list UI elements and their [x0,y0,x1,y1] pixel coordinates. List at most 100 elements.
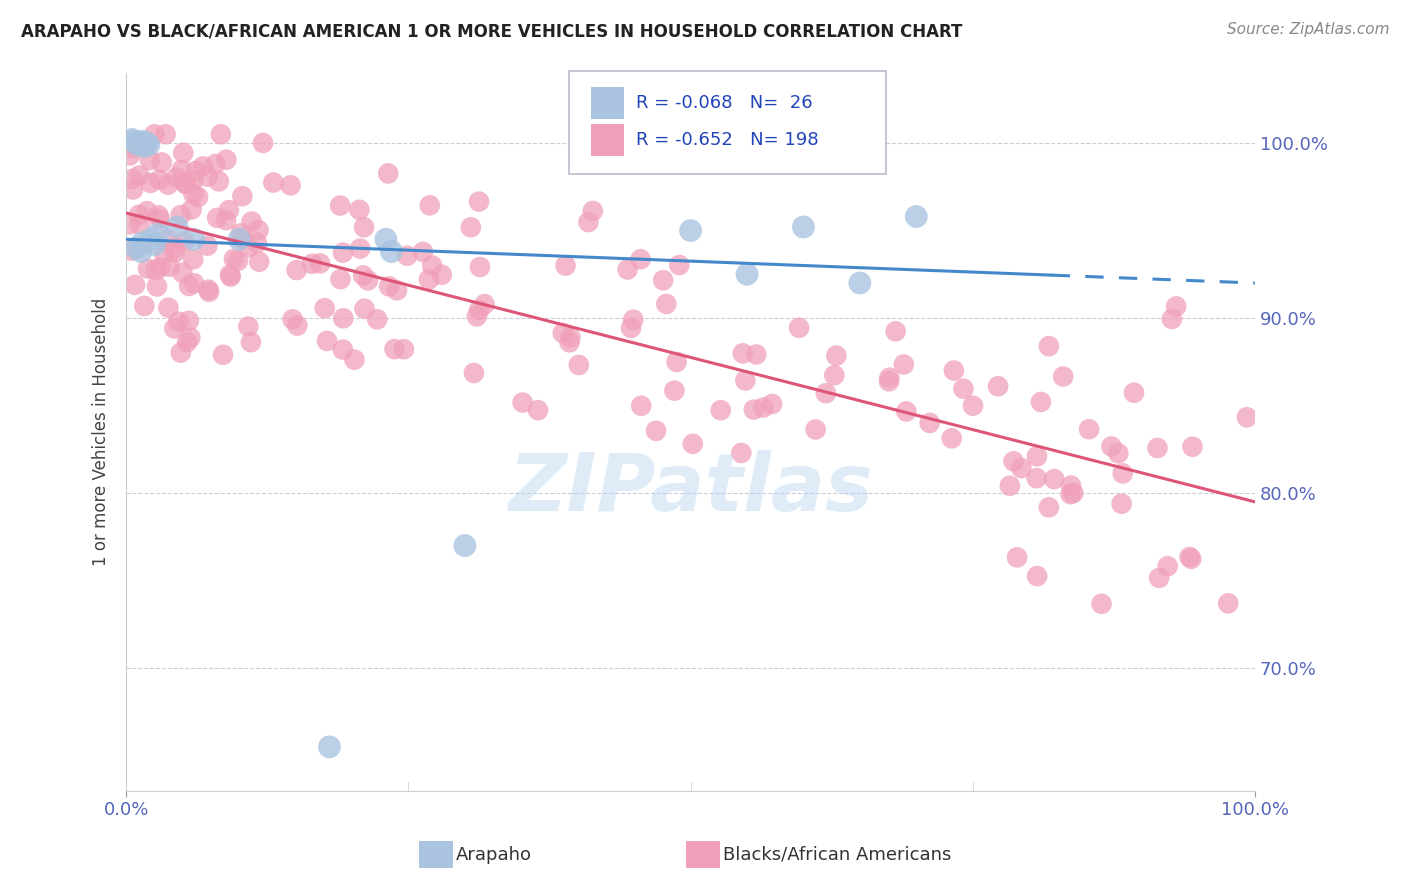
Point [942,363,965,377]
Point [374,232,396,246]
Point [474,297,496,311]
Point [219,269,242,284]
Point [664,384,686,398]
Point [1026,569,1049,583]
Point [124,134,146,148]
Point [157,178,180,192]
Point [1038,500,1060,515]
Point [468,302,491,317]
Point [247,223,270,237]
Point [893,358,915,372]
Point [668,258,690,272]
Point [176,178,198,192]
Point [212,348,235,362]
Point [145,263,167,277]
Point [430,268,453,282]
Text: ZIPatlas: ZIPatlas [508,450,873,528]
Point [1147,571,1170,585]
Point [219,268,242,282]
Point [745,347,768,361]
Point [285,318,308,333]
Point [218,203,240,218]
Point [879,370,901,384]
Point [621,312,644,326]
Point [512,395,534,409]
Point [814,386,837,401]
Point [181,173,204,187]
Point [332,245,354,260]
Point [118,148,141,162]
Point [1038,339,1060,353]
Point [385,283,408,297]
Point [138,137,160,152]
Text: Source: ZipAtlas.com: Source: ZipAtlas.com [1226,22,1389,37]
Point [136,261,159,276]
Point [1218,596,1240,610]
Point [149,172,172,186]
Point [146,279,169,293]
Point [1178,549,1201,564]
Point [135,136,157,150]
Point [896,404,918,418]
Text: R = -0.068   N=  26: R = -0.068 N= 26 [636,94,813,112]
Point [349,242,371,256]
Text: Blacks/African Americans: Blacks/African Americans [723,846,950,863]
Point [122,141,145,155]
Point [392,343,415,357]
Point [128,217,150,231]
Point [128,169,150,183]
Point [343,352,366,367]
Point [120,244,142,258]
Point [183,232,205,246]
Point [121,172,143,186]
Point [1078,422,1101,436]
Point [169,208,191,222]
Point [229,227,252,241]
Point [1111,467,1133,481]
Point [197,283,219,297]
Point [174,176,197,190]
Point [222,252,245,266]
Point [163,321,186,335]
Point [118,218,141,232]
Point [309,256,332,270]
Point [918,416,941,430]
Point [167,315,190,329]
Point [465,310,488,324]
Point [558,335,581,350]
Point [131,235,153,250]
Point [231,232,253,246]
Point [128,136,150,150]
Point [198,285,221,299]
Point [239,335,262,350]
Point [127,137,149,152]
Point [204,157,226,171]
Point [197,169,219,184]
Point [1062,486,1084,500]
Point [166,219,188,234]
Point [172,145,194,160]
Point [420,259,443,273]
Point [1029,395,1052,409]
Point [156,232,179,246]
Point [166,170,188,185]
Point [630,252,652,267]
Point [301,257,323,271]
Point [205,211,228,225]
Point [1180,551,1202,566]
Text: Arapaho: Arapaho [456,846,531,863]
Point [730,446,752,460]
Point [172,266,194,280]
Point [582,204,605,219]
Point [787,321,810,335]
Point [1157,559,1180,574]
Point [630,399,652,413]
Point [240,214,263,228]
Point [742,402,765,417]
Point [122,182,145,196]
Point [418,272,440,286]
Point [1236,410,1258,425]
Point [228,232,250,246]
Point [195,238,218,252]
Point [620,321,643,335]
